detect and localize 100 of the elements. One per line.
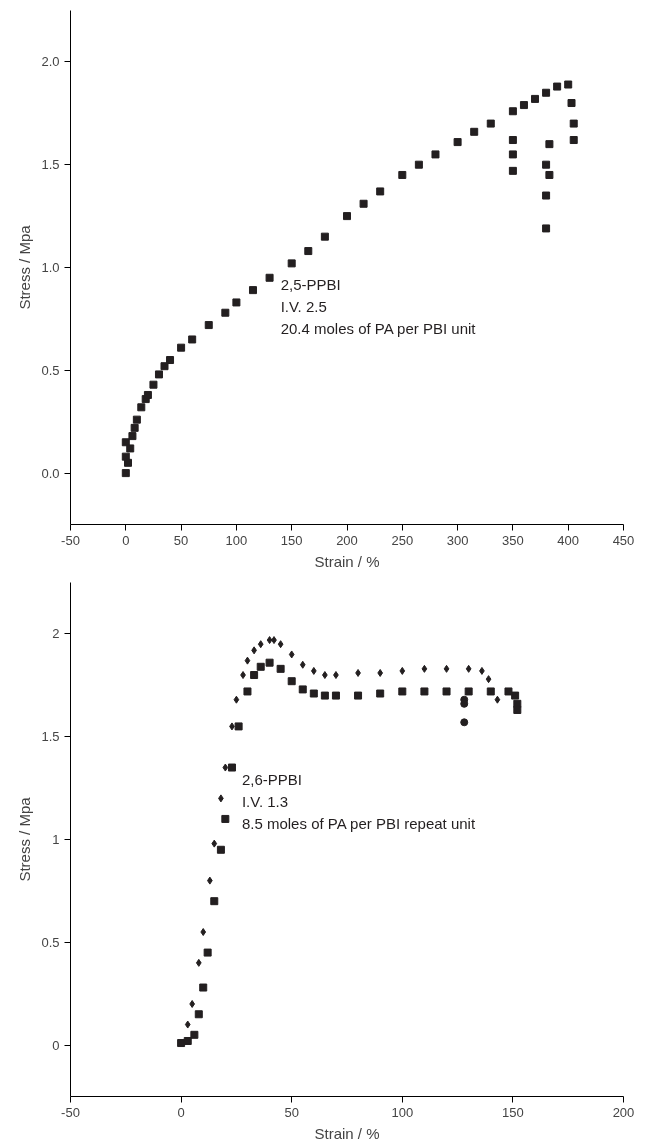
y-tick-label: 2 (52, 626, 60, 642)
annotation: 8.5 moles of PA per PBI repeat unit (241, 815, 476, 833)
point (204, 321, 213, 330)
point (188, 335, 197, 344)
point (443, 664, 450, 673)
point (287, 677, 296, 686)
point (460, 718, 469, 727)
point (542, 160, 551, 169)
x-tick-label: 200 (336, 532, 358, 548)
point (531, 94, 540, 103)
point (519, 101, 528, 110)
annotation: 2,5-PPBI (280, 276, 341, 294)
point (121, 469, 130, 478)
point (545, 140, 554, 149)
point (464, 687, 473, 696)
point (211, 839, 218, 848)
point (132, 415, 141, 424)
y-tick-label: 0.5 (41, 362, 60, 378)
point (199, 983, 208, 992)
annotation: 2,6-PPBI (241, 771, 302, 789)
point (265, 273, 274, 282)
point (277, 640, 284, 649)
y-tick-label: 0.0 (41, 465, 60, 481)
point (508, 107, 517, 116)
point (266, 636, 273, 645)
x-tick-label: 0 (177, 1104, 185, 1120)
point (376, 187, 385, 196)
x-tick-label: 200 (612, 1104, 635, 1120)
point (256, 662, 265, 671)
point (421, 664, 428, 673)
point (569, 136, 578, 145)
point (184, 1020, 191, 1029)
x-tick-label: -50 (61, 532, 80, 548)
point (398, 170, 407, 179)
point (221, 814, 230, 823)
point (250, 671, 259, 680)
point (310, 666, 317, 675)
point (320, 232, 329, 241)
x-tick-label: 450 (612, 532, 635, 548)
point (414, 160, 423, 169)
point (143, 390, 152, 399)
point (331, 691, 340, 700)
point (399, 666, 406, 675)
point (569, 119, 578, 128)
point (243, 687, 252, 696)
point (288, 650, 295, 659)
point (160, 362, 169, 371)
y-tick-label: 1.5 (41, 729, 60, 745)
point (320, 691, 329, 700)
point (248, 286, 257, 295)
point (343, 212, 351, 221)
point (126, 444, 135, 453)
point (299, 660, 306, 669)
point (486, 119, 495, 128)
annotation: I.V. 2.5 (280, 298, 327, 316)
point (453, 138, 462, 147)
point (200, 928, 207, 937)
x-tick-label: 100 (391, 1104, 414, 1120)
point (177, 1039, 186, 1048)
point (227, 763, 236, 772)
y-axis-title: Stress / Mpa (16, 796, 34, 882)
y-tick-label: 1.5 (41, 157, 60, 173)
point (494, 695, 501, 704)
y-tick-label: 1 (52, 832, 60, 847)
point (376, 689, 385, 698)
point (442, 687, 451, 696)
point (210, 897, 219, 906)
point (511, 691, 520, 700)
x-tick-label: 100 (225, 532, 248, 548)
point (377, 668, 384, 677)
point (553, 82, 562, 91)
point (195, 958, 202, 967)
point (398, 687, 407, 696)
point (203, 948, 212, 957)
y-tick-label: 0 (52, 1037, 60, 1053)
x-tick-label: 350 (502, 532, 524, 548)
point (420, 687, 429, 696)
point (222, 763, 229, 772)
x-tick-label: 0 (122, 532, 130, 548)
point (276, 664, 285, 673)
x-tick-label: 150 (280, 532, 303, 548)
point (545, 170, 554, 179)
point (128, 432, 137, 441)
x-tick-label: 50 (173, 532, 189, 548)
x-tick-label: 250 (391, 532, 414, 548)
y-tick-label: 1.0 (41, 260, 60, 275)
annotation: I.V. 1.3 (241, 793, 289, 811)
point (149, 380, 158, 389)
point (567, 99, 576, 108)
point (431, 150, 440, 159)
point (354, 691, 363, 700)
point (508, 166, 517, 175)
point (298, 685, 307, 694)
y-tick-label: 2.0 (41, 54, 60, 70)
point (216, 845, 225, 854)
point (504, 687, 513, 696)
point (508, 150, 517, 159)
point (177, 343, 186, 352)
point (166, 356, 175, 365)
point (124, 458, 133, 467)
